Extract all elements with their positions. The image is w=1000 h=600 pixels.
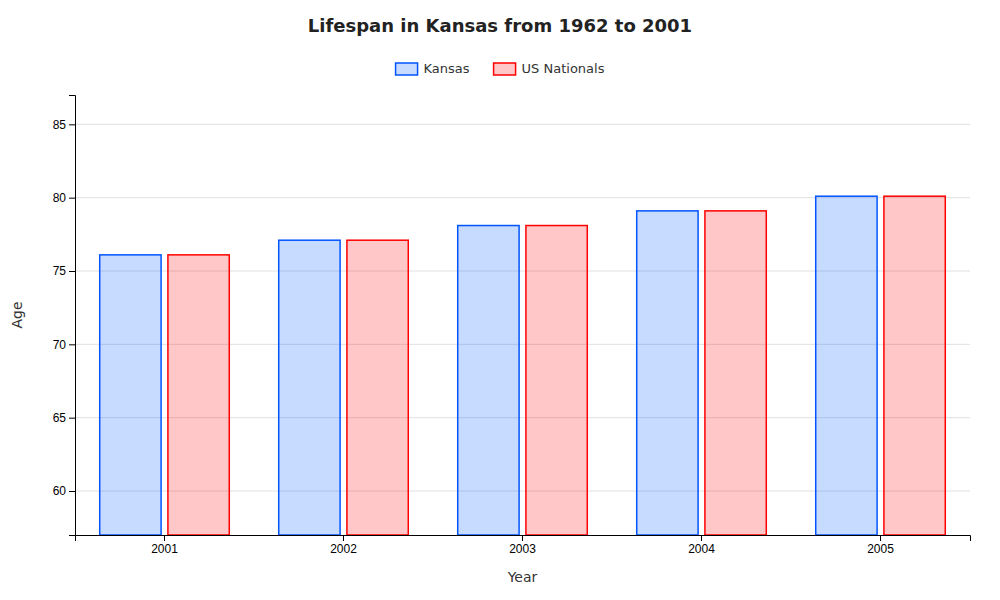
tick-label: 2001 bbox=[151, 542, 178, 556]
tick-label: 80 bbox=[53, 191, 67, 205]
axis-line bbox=[76, 536, 971, 542]
tick-mark bbox=[164, 535, 165, 541]
x-axis-title: Year bbox=[507, 569, 538, 585]
x-tick: 2001 bbox=[151, 535, 178, 556]
tick-label: 2004 bbox=[688, 542, 715, 556]
legend-label: Kansas bbox=[424, 61, 470, 76]
tick-label: 65 bbox=[53, 411, 67, 425]
y-axis: 60 65 70 75 80 85 bbox=[53, 96, 76, 536]
tick-label: 60 bbox=[53, 484, 67, 498]
legend: Kansas US Nationals bbox=[396, 61, 605, 76]
tick-mark bbox=[69, 491, 75, 492]
bar bbox=[168, 255, 229, 535]
legend-item: Kansas bbox=[396, 61, 470, 76]
legend-label: US Nationals bbox=[522, 61, 605, 76]
bar bbox=[458, 226, 519, 535]
tick-mark bbox=[69, 418, 75, 419]
legend-swatch bbox=[396, 63, 418, 75]
tick-mark bbox=[69, 124, 75, 125]
bar bbox=[816, 196, 877, 535]
x-tick: 2003 bbox=[509, 535, 536, 556]
legend-swatch bbox=[494, 63, 516, 75]
tick-label: 75 bbox=[53, 264, 67, 278]
bars bbox=[100, 196, 946, 535]
bar bbox=[279, 240, 340, 535]
y-tick: 75 bbox=[53, 264, 75, 278]
y-tick: 70 bbox=[53, 338, 75, 352]
tick-mark bbox=[880, 535, 881, 541]
tick-label: 85 bbox=[53, 118, 67, 132]
bar bbox=[526, 226, 587, 535]
axis-line bbox=[69, 96, 76, 536]
y-axis-title: Age bbox=[9, 301, 25, 328]
tick-label: 2002 bbox=[330, 542, 357, 556]
bar bbox=[705, 211, 766, 535]
tick-label: 2005 bbox=[867, 542, 894, 556]
tick-label: 2003 bbox=[509, 542, 536, 556]
bar-series bbox=[100, 196, 877, 535]
bar bbox=[347, 240, 408, 535]
x-tick: 2002 bbox=[330, 535, 357, 556]
bar-series bbox=[168, 196, 945, 535]
legend-item: US Nationals bbox=[494, 61, 605, 76]
tick-mark bbox=[343, 535, 344, 541]
x-axis: 2001 2002 2003 2004 2005 bbox=[76, 535, 971, 556]
title: Lifespan in Kansas from 1962 to 2001 bbox=[308, 15, 692, 36]
bar bbox=[884, 196, 945, 535]
y-tick: 60 bbox=[53, 484, 75, 498]
tick-mark bbox=[69, 344, 75, 345]
y-tick: 85 bbox=[53, 118, 75, 132]
y-tick: 80 bbox=[53, 191, 75, 205]
plot: 2001 2002 2003 2004 2005 60 65 70 75 80 85 bbox=[53, 96, 971, 556]
tick-mark bbox=[522, 535, 523, 541]
tick-mark bbox=[69, 271, 75, 272]
chart: 2001 2002 2003 2004 2005 60 65 70 75 80 85 Year Age L… bbox=[0, 0, 1000, 600]
tick-label: 70 bbox=[53, 338, 67, 352]
y-tick: 65 bbox=[53, 411, 75, 425]
x-tick: 2005 bbox=[867, 535, 894, 556]
tick-mark bbox=[69, 198, 75, 199]
tick-mark bbox=[701, 535, 702, 541]
bar bbox=[100, 255, 161, 535]
x-tick: 2004 bbox=[688, 535, 715, 556]
grid-line bbox=[75, 124, 970, 125]
bar bbox=[637, 211, 698, 535]
